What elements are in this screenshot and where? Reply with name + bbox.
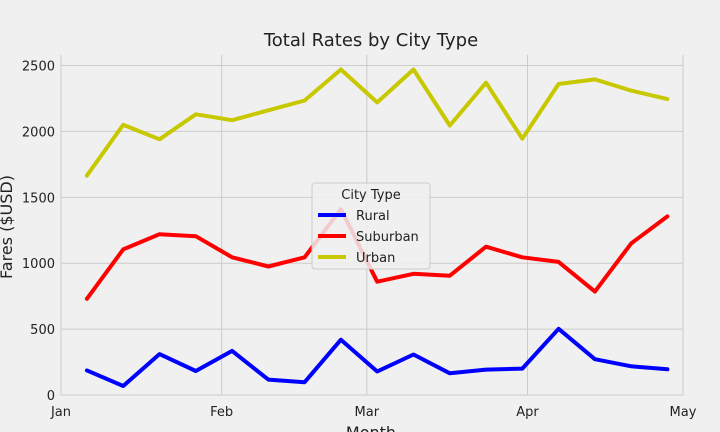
x-tick-label: Feb — [210, 405, 233, 420]
x-tick-label: Mar — [355, 405, 380, 420]
x-tick-label: May — [670, 405, 697, 420]
series-line-urban — [84, 67, 670, 178]
legend-label-rural: Rural — [356, 209, 390, 224]
legend-items: Rural Suburban Urban — [318, 209, 419, 266]
series-line-rural — [84, 326, 670, 388]
x-tick-label: Jan — [50, 405, 71, 420]
y-tick-label: 500 — [30, 323, 55, 338]
legend: City Type Rural Suburban Urban — [311, 182, 431, 270]
ticks: 0 500 1000 1500 2000 2500 Jan Feb Mar Apr May — [22, 60, 697, 420]
legend-label-suburban: Suburban — [356, 230, 419, 245]
legend-box — [311, 182, 431, 270]
series-line-suburban — [84, 207, 670, 301]
y-tick-label: 2500 — [22, 60, 55, 75]
y-tick-label: 1500 — [22, 191, 55, 206]
chart-title: Total Rates by City Type — [263, 30, 478, 51]
y-tick-label: 0 — [47, 389, 55, 404]
series — [84, 67, 670, 388]
legend-label-urban: Urban — [356, 251, 395, 266]
y-axis-label: Fares ($USD) — [0, 175, 16, 279]
x-tick-label: Apr — [516, 405, 539, 420]
y-tick-label: 2000 — [22, 125, 55, 140]
x-axis-label: Month — [346, 423, 396, 432]
y-tick-label: 1000 — [22, 257, 55, 272]
legend-title: City Type — [341, 188, 400, 203]
